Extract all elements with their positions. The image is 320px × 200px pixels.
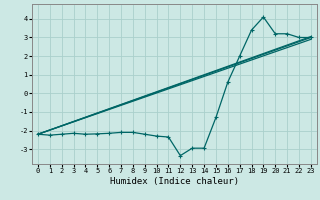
X-axis label: Humidex (Indice chaleur): Humidex (Indice chaleur) [110, 177, 239, 186]
